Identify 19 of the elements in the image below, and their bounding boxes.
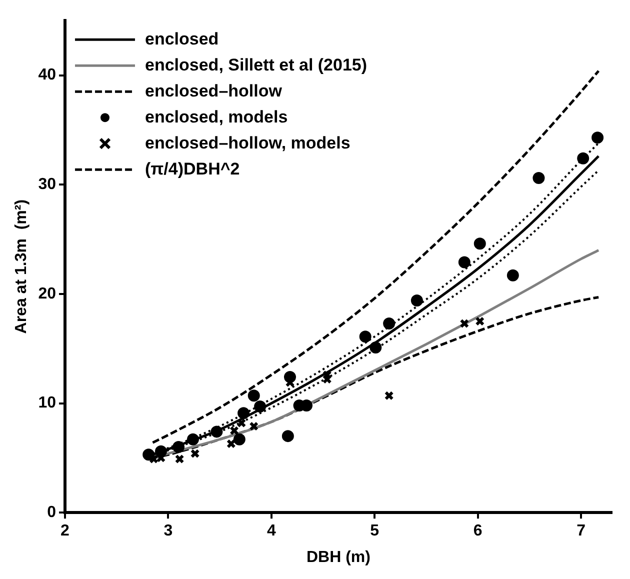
x-tick-label: 4 [266,522,276,540]
x-tick-label: 5 [370,522,380,540]
x-tick-label: 3 [164,522,173,540]
legend-label: enclosed [144,29,219,48]
x-tick-label: 6 [473,522,482,540]
legend-label: (π/4)DBH^2 [144,159,240,178]
legend-label: enclosed, models [144,107,288,126]
y-tick-label: 10 [38,394,56,412]
y-tick-label: 30 [38,176,56,194]
legend-label: enclosed–hollow [144,81,283,100]
x-tick-label: 2 [60,522,70,540]
legend-label: enclosed, Sillett et al (2015) [144,55,368,74]
y-tick-label: 40 [38,66,56,84]
y-axis-title: Area at 1.3m (m²) [13,199,30,334]
x-axis-title: DBH (m) [306,548,370,566]
legend-label: enclosed–hollow, models [144,133,350,152]
y-tick-label: 20 [38,285,56,302]
y-tick-label: 0 [47,504,56,522]
x-tick-label: 7 [576,522,586,540]
